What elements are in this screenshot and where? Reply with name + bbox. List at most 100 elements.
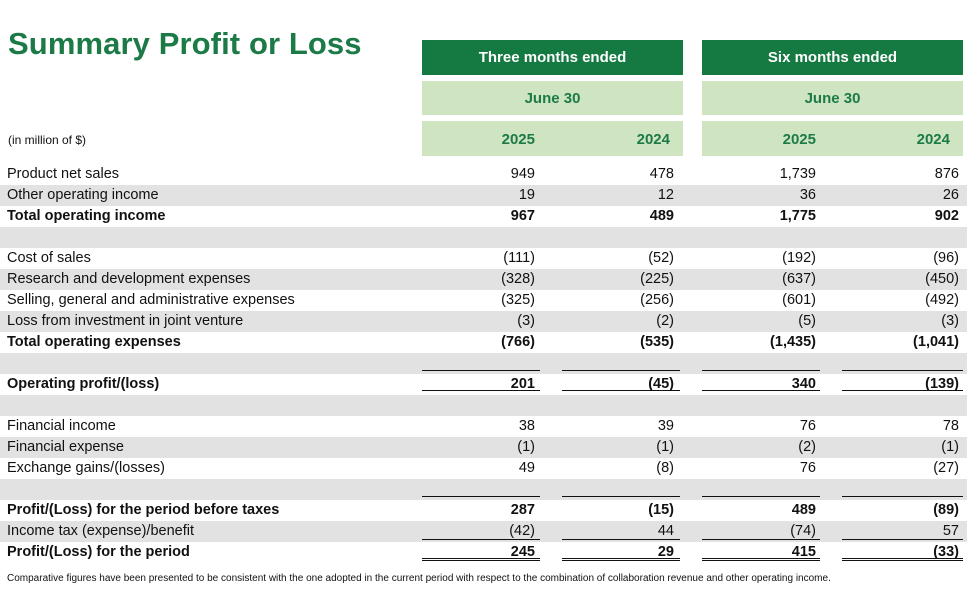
table-row: Product net sales 949 478 1,739 876: [0, 164, 967, 185]
cell-6m-2024: 26: [942, 187, 959, 203]
row-label: Financial income: [7, 418, 116, 434]
table-row-total: Operating profit/(loss) 201 (45) 340 (13…: [0, 374, 967, 395]
cell-3m-2024: (52): [648, 250, 674, 266]
footnote: Comparative figures have been presented …: [7, 573, 831, 584]
cell-6m-2024: 902: [934, 208, 959, 224]
rule-net-profit: [422, 539, 540, 540]
table-row: Other operating income 19 12 36 26: [0, 185, 967, 206]
table-row: Research and development expenses (328) …: [0, 269, 967, 290]
year-band-three-months: [422, 121, 683, 156]
rule-before-taxes: [422, 496, 540, 497]
cell-6m-2024: (33): [933, 544, 959, 560]
table-row: Cost of sales (111) (52) (192) (96): [0, 248, 967, 269]
rule-before-taxes: [702, 496, 820, 497]
cell-3m-2025: (3): [517, 313, 535, 329]
header-three-months: Three months ended: [422, 40, 683, 75]
cell-6m-2024: (96): [933, 250, 959, 266]
cell-6m-2025: (5): [798, 313, 816, 329]
cell-3m-2025: 245: [510, 544, 535, 560]
row-label: Operating profit/(loss): [7, 376, 160, 392]
cell-6m-2025: 76: [799, 418, 816, 434]
cell-6m-2025: 76: [799, 460, 816, 476]
table-row-total: Profit/(Loss) for the period 245 29 415 …: [0, 542, 967, 563]
cell-3m-2024: (15): [648, 502, 674, 518]
row-label: Cost of sales: [7, 250, 91, 266]
year-header-6m-2024: 2024: [916, 131, 950, 148]
row-label: Loss from investment in joint venture: [7, 313, 244, 329]
row-label: Income tax (expense)/benefit: [7, 523, 194, 539]
cell-3m-2024: 44: [657, 523, 674, 539]
cell-6m-2024: (1): [941, 439, 959, 455]
year-header-6m-2025: 2025: [782, 131, 816, 148]
rule-operating-profit-bottom: [702, 390, 820, 391]
row-label: Product net sales: [7, 166, 120, 182]
cell-3m-2024: (1): [656, 439, 674, 455]
cell-3m-2024: (225): [640, 271, 674, 287]
cell-3m-2024: (256): [640, 292, 674, 308]
header-six-months: Six months ended: [702, 40, 963, 75]
cell-3m-2025: 38: [518, 418, 535, 434]
header-date-three-months: June 30: [422, 81, 683, 115]
row-label: Total operating expenses: [7, 334, 181, 350]
cell-6m-2025: (1,435): [770, 334, 816, 350]
rule-net-profit: [842, 539, 963, 540]
cell-3m-2025: 49: [518, 460, 535, 476]
cell-6m-2024: (450): [925, 271, 959, 287]
rule-operating-profit: [702, 370, 820, 371]
cell-6m-2025: 489: [791, 502, 816, 518]
cell-6m-2025: (601): [782, 292, 816, 308]
rule-operating-profit-bottom: [422, 390, 540, 391]
table-row-total: Profit/(Loss) for the period before taxe…: [0, 500, 967, 521]
cell-6m-2025: 415: [791, 544, 816, 560]
spacer-row: [0, 353, 967, 374]
cell-6m-2025: 1,775: [779, 208, 816, 224]
table-row: Exchange gains/(losses) 49 (8) 76 (27): [0, 458, 967, 479]
cell-3m-2025: (328): [501, 271, 535, 287]
row-label: Profit/(Loss) for the period before taxe…: [7, 502, 280, 518]
cell-6m-2024: (1,041): [913, 334, 959, 350]
year-header-3m-2024: 2024: [636, 131, 670, 148]
cell-3m-2025: (111): [503, 250, 535, 266]
row-label: Financial expense: [7, 439, 124, 455]
rule-before-taxes: [562, 496, 680, 497]
rule-operating-profit-bottom: [562, 390, 680, 391]
year-band-six-months: [702, 121, 963, 156]
cell-6m-2025: 36: [799, 187, 816, 203]
row-label: Exchange gains/(losses): [7, 460, 165, 476]
rule-operating-profit-bottom: [842, 390, 963, 391]
cell-3m-2025: (42): [509, 523, 535, 539]
cell-3m-2024: (45): [648, 376, 674, 392]
cell-3m-2025: 287: [510, 502, 535, 518]
table-row: Loss from investment in joint venture (3…: [0, 311, 967, 332]
row-label: Total operating income: [7, 208, 166, 224]
row-label: Selling, general and administrative expe…: [7, 292, 295, 308]
cell-6m-2024: (492): [925, 292, 959, 308]
cell-6m-2024: 876: [934, 166, 959, 182]
cell-3m-2024: (8): [656, 460, 674, 476]
cell-3m-2024: 489: [649, 208, 674, 224]
spacer-row: [0, 479, 967, 500]
rule-operating-profit: [562, 370, 680, 371]
cell-3m-2024: (2): [656, 313, 674, 329]
cell-6m-2024: (139): [925, 376, 959, 392]
cell-6m-2024: (27): [933, 460, 959, 476]
double-rule-net-profit: [422, 558, 540, 561]
cell-6m-2025: 1,739: [779, 166, 816, 182]
cell-3m-2024: 12: [657, 187, 674, 203]
cell-6m-2025: (2): [798, 439, 816, 455]
cell-3m-2025: (766): [501, 334, 535, 350]
cell-3m-2025: (1): [517, 439, 535, 455]
cell-3m-2025: (325): [501, 292, 535, 308]
row-label: Profit/(Loss) for the period: [7, 544, 190, 560]
rule-operating-profit: [842, 370, 963, 371]
cell-6m-2024: (3): [941, 313, 959, 329]
header-date-six-months: June 30: [702, 81, 963, 115]
rule-net-profit: [702, 539, 820, 540]
cell-6m-2025: (74): [790, 523, 816, 539]
cell-3m-2025: 201: [510, 376, 535, 392]
year-header-3m-2025: 2025: [501, 131, 535, 148]
cell-3m-2024: 29: [657, 544, 674, 560]
table-row-total: Total operating expenses (766) (535) (1,…: [0, 332, 967, 353]
table-row: Financial income 38 39 76 78: [0, 416, 967, 437]
double-rule-net-profit: [702, 558, 820, 561]
